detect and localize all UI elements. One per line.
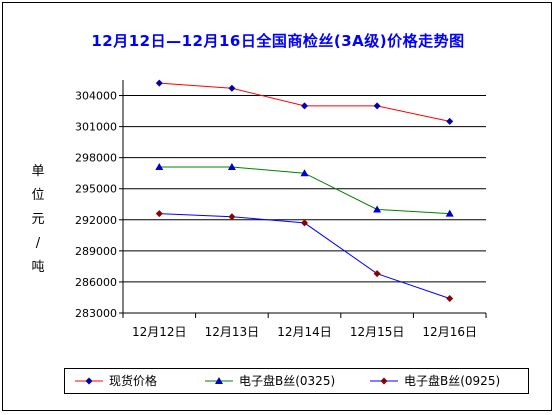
- legend: 现货价格 电子盘B丝(0325) 电子盘B丝(0925): [64, 368, 529, 394]
- x-tick-label: 12月16日: [422, 325, 477, 339]
- legend-entry-1: 现货价格: [109, 373, 157, 388]
- chart-frame: [2, 2, 552, 411]
- series-1-point: [373, 102, 381, 110]
- series-3-point: [446, 295, 454, 303]
- x-tick-label: 12月12日: [132, 325, 187, 339]
- series-2-point: [373, 205, 382, 213]
- legend-svg: 现货价格 电子盘B丝(0325) 电子盘B丝(0925): [75, 373, 500, 388]
- series-3-point: [155, 210, 163, 218]
- y-axis-label-char-3: 元: [31, 212, 45, 227]
- x-tick-label: 12月14日: [277, 325, 332, 339]
- series-1-point: [228, 84, 236, 92]
- y-tick-label: 292000: [75, 214, 117, 227]
- series-1-point: [446, 117, 454, 125]
- series-3-point: [228, 213, 236, 221]
- series-2-point: [227, 162, 236, 170]
- y-axis-label-char-2: 位: [31, 188, 45, 203]
- legend-entry-2: 电子盘B丝(0325): [239, 373, 335, 388]
- y-tick-label: 283000: [75, 307, 117, 320]
- series-3-point: [301, 219, 308, 227]
- legend-entry-3: 电子盘B丝(0925): [404, 373, 500, 388]
- x-tick-label: 12月13日: [205, 325, 260, 339]
- y-tick-label: 289000: [75, 245, 117, 258]
- chart-title: 12月12日—12月16日全国商检丝(3A级)价格走势图: [91, 32, 465, 50]
- y-tick-label: 298000: [75, 152, 117, 165]
- series-2-point: [300, 169, 309, 177]
- y-axis-label: 单 位 元 / 吨: [28, 160, 48, 280]
- legend-marker-3: [380, 377, 388, 385]
- y-tick-label: 301000: [75, 121, 117, 134]
- series-2-point: [155, 162, 164, 170]
- y-tick-label: 304000: [75, 90, 117, 103]
- series-1-point: [155, 79, 163, 87]
- series-1-point: [301, 102, 308, 110]
- y-tick-label: 295000: [75, 183, 117, 196]
- legend-marker-2: [215, 377, 223, 384]
- y-axis-label-char-5: 吨: [31, 260, 45, 275]
- series-2-point: [445, 209, 454, 217]
- y-tick-label: 286000: [75, 276, 117, 289]
- x-tick-label: 12月15日: [350, 325, 405, 339]
- y-axis-label-char-4: /: [35, 236, 41, 251]
- series-line-1: [159, 82, 450, 122]
- y-axis-label-char-1: 单: [31, 164, 45, 179]
- legend-marker-1: [85, 377, 93, 385]
- series-3-point: [373, 270, 381, 278]
